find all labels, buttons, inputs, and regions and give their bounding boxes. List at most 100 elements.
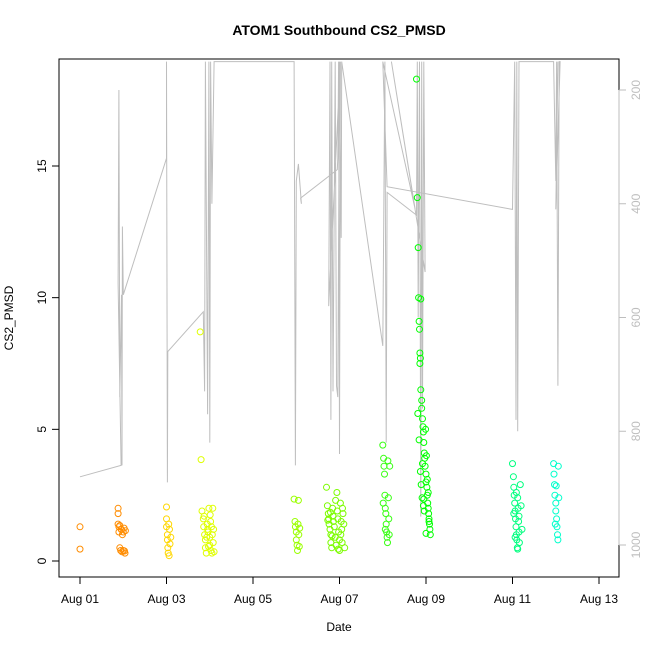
scatter-point bbox=[418, 404, 426, 412]
overlay-line-layer bbox=[79, 61, 561, 517]
scatter-point bbox=[324, 516, 332, 524]
scatter-point bbox=[167, 533, 175, 541]
scatter-point bbox=[422, 425, 430, 433]
y-tick-label: 15 bbox=[35, 159, 49, 173]
scatter-point bbox=[328, 532, 336, 540]
scatter-point bbox=[414, 410, 422, 417]
scatter-point bbox=[417, 295, 425, 303]
x-tick-label: Aug 05 bbox=[234, 592, 272, 606]
scatter-point bbox=[416, 349, 424, 357]
scatter-point bbox=[420, 507, 428, 515]
scatter-point bbox=[290, 495, 298, 503]
scatter-point bbox=[340, 520, 348, 528]
scatter-point bbox=[554, 462, 562, 470]
scatter-point bbox=[423, 475, 431, 483]
x-tick-label: Aug 13 bbox=[580, 592, 618, 606]
y-tick-label: 10 bbox=[35, 291, 49, 305]
scatter-point bbox=[332, 496, 340, 504]
scatter-point bbox=[295, 543, 303, 550]
scatter-point bbox=[205, 543, 212, 550]
scatter-point bbox=[197, 456, 205, 464]
scatter-point bbox=[414, 244, 422, 252]
scatter-point bbox=[511, 499, 519, 507]
scatter-point bbox=[554, 531, 561, 539]
scatter-point bbox=[294, 496, 302, 504]
scatter-point bbox=[384, 494, 392, 502]
scatter-point bbox=[417, 386, 425, 394]
scatter-point bbox=[296, 524, 304, 532]
scatter-point bbox=[333, 489, 341, 496]
scatter-point bbox=[555, 494, 563, 502]
scatter-point bbox=[326, 508, 334, 516]
scatter-point bbox=[386, 462, 394, 470]
scatter-point bbox=[426, 525, 434, 533]
scatter-point bbox=[413, 75, 420, 83]
scatter-point bbox=[332, 541, 340, 549]
scatter-point bbox=[552, 482, 560, 490]
scatter-point bbox=[416, 325, 423, 333]
x-tick-label: Aug 01 bbox=[61, 592, 99, 606]
scatter-point bbox=[339, 504, 346, 512]
scatter-point bbox=[323, 483, 330, 491]
scatter-point bbox=[205, 504, 213, 512]
scatter-point bbox=[337, 531, 345, 539]
scatter-point bbox=[165, 552, 173, 560]
scatter-point bbox=[423, 483, 431, 491]
y-axis: 0 5 10 15 bbox=[35, 159, 60, 564]
scatter-point bbox=[294, 520, 302, 528]
scatter-point bbox=[554, 536, 562, 544]
scatter-point bbox=[417, 481, 425, 489]
scatter-point bbox=[119, 528, 127, 536]
scatter-point bbox=[515, 512, 523, 520]
scatter-point bbox=[385, 531, 393, 539]
scatter-point bbox=[196, 328, 204, 336]
scatter-point bbox=[425, 515, 433, 523]
scatter-point bbox=[413, 194, 421, 202]
scatter-point bbox=[334, 545, 342, 553]
scatter-point bbox=[550, 470, 558, 478]
scatter-point bbox=[553, 515, 561, 523]
scatter-point bbox=[551, 481, 558, 489]
scatter-point bbox=[514, 545, 522, 553]
scatter-point bbox=[380, 462, 388, 470]
scatter-point bbox=[511, 533, 519, 541]
scatter-point bbox=[509, 473, 517, 481]
y2-tick-label: 1000 bbox=[629, 531, 643, 558]
scatter-point bbox=[419, 502, 427, 510]
scatter-point bbox=[420, 495, 428, 503]
y2-tick-label: 800 bbox=[629, 421, 643, 441]
scatter-point bbox=[512, 489, 520, 496]
scatter-point bbox=[515, 539, 523, 547]
scatter-point bbox=[166, 540, 174, 548]
scatter-point bbox=[295, 531, 303, 539]
scatter-point bbox=[207, 518, 215, 525]
scatter-point bbox=[76, 545, 84, 553]
y-tick-label: 5 bbox=[35, 426, 49, 433]
scatter-point bbox=[426, 520, 433, 528]
scatter-point bbox=[382, 510, 390, 518]
scatter-point bbox=[422, 529, 430, 537]
y-tick-label: 0 bbox=[35, 557, 49, 564]
scatter-point bbox=[418, 396, 426, 404]
scatter-point bbox=[163, 503, 170, 511]
scatter-point bbox=[552, 499, 560, 507]
scatter-point bbox=[339, 510, 347, 518]
y2-tick-label: 400 bbox=[629, 193, 643, 213]
scatter-point bbox=[209, 504, 217, 512]
scatter-point bbox=[416, 360, 424, 367]
scatter-point bbox=[415, 436, 423, 444]
scatter-point bbox=[210, 548, 218, 556]
scatter-point bbox=[424, 489, 432, 496]
scatter-point bbox=[415, 317, 423, 325]
scatter-point bbox=[121, 547, 128, 555]
scatter-point bbox=[416, 468, 424, 475]
scatter-point bbox=[294, 547, 301, 554]
y2-tick-label: 200 bbox=[629, 80, 643, 100]
scatter-point bbox=[416, 354, 424, 362]
scatter-point bbox=[114, 510, 122, 518]
x-tick-label: Aug 11 bbox=[494, 592, 531, 606]
scatter-point bbox=[209, 539, 217, 547]
scatter-point bbox=[419, 460, 426, 468]
scatter-point bbox=[164, 544, 172, 552]
